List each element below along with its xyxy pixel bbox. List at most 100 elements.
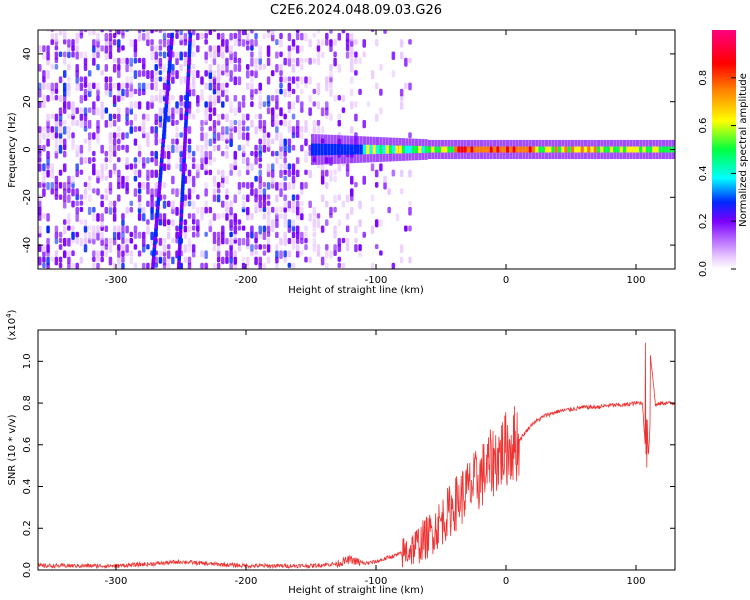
- heatmap-cell: [350, 57, 354, 66]
- heatmap-cell: [241, 30, 246, 36]
- heatmap-cell: [270, 119, 275, 128]
- heatmap-cell: [38, 82, 42, 91]
- heatmap-cell: [283, 213, 287, 221]
- heatmap-cell: [104, 250, 109, 258]
- heatmap-cell: [246, 182, 250, 190]
- carrier-cell: [603, 146, 607, 153]
- heatmap-cell: [337, 237, 342, 247]
- heatmap-cell: [204, 39, 208, 45]
- heatmap-cell: [362, 175, 366, 185]
- heatmap-cell: [316, 82, 321, 90]
- heatmap-cell: [150, 45, 154, 52]
- heatmap-cell: [58, 144, 63, 154]
- carrier-cell: [346, 144, 350, 155]
- heatmap-cell: [316, 39, 321, 46]
- heatmap-cell: [279, 188, 283, 197]
- trace-cell: [162, 126, 167, 132]
- heatmap-cell: [187, 150, 192, 160]
- heatmap-cell: [254, 200, 258, 210]
- heatmap-cell: [62, 126, 67, 135]
- carrier-cell: [551, 146, 555, 153]
- heatmap-cell: [283, 175, 287, 181]
- carrier-cell: [532, 146, 535, 153]
- heatmap-cell: [104, 163, 109, 171]
- heatmap-cell: [408, 169, 412, 178]
- heatmap-cell: [254, 70, 258, 79]
- heatmap-cell: [87, 119, 92, 129]
- heatmap-cell: [162, 244, 167, 253]
- heatmap-cell: [112, 206, 117, 214]
- heatmap-cell: [233, 39, 238, 47]
- heatmap-cell: [345, 45, 350, 52]
- snr-y-multiplier: (x104): [5, 309, 18, 340]
- carrier-cell: [467, 146, 470, 153]
- heatmap-cell: [50, 126, 54, 133]
- heatmap-cell: [254, 144, 258, 151]
- heatmap-cell: [117, 95, 121, 102]
- heatmap-cell: [270, 175, 275, 185]
- heatmap-cell: [154, 76, 158, 85]
- heatmap-cell: [262, 119, 267, 128]
- spectrogram-x-axis-label: Height of straight line (km): [288, 285, 424, 296]
- heatmap-cell: [250, 76, 254, 83]
- heatmap-cell: [229, 206, 233, 216]
- heatmap-cell: [287, 144, 292, 153]
- heatmap-cell: [50, 30, 54, 32]
- heatmap-cell: [67, 132, 71, 140]
- heatmap-cell: [67, 113, 71, 119]
- trace-cell: [179, 216, 183, 222]
- trace-cell: [169, 44, 173, 50]
- y-tick-label: 0.4: [22, 479, 33, 495]
- heatmap-cell: [266, 225, 271, 234]
- heatmap-cell: [175, 126, 179, 132]
- heatmap-cell: [137, 200, 142, 209]
- heatmap-cell: [112, 119, 117, 127]
- heatmap-cell: [212, 144, 217, 152]
- heatmap-cell: [241, 182, 246, 188]
- trace-cell: [158, 181, 162, 187]
- trace-cell: [178, 231, 183, 237]
- trace-cell: [185, 91, 190, 97]
- carrier-cell: [577, 146, 581, 153]
- heatmap-cell: [316, 57, 321, 66]
- heatmap-cell: [279, 138, 283, 148]
- heatmap-cell: [216, 144, 221, 151]
- heatmap-cell: [250, 150, 254, 156]
- heatmap-cell: [96, 188, 100, 196]
- heatmap-cell: [133, 188, 138, 197]
- trace-cell: [182, 145, 187, 151]
- heatmap-cell: [67, 63, 71, 71]
- heatmap-cell: [117, 63, 121, 71]
- heatmap-cell: [204, 113, 208, 123]
- heatmap-cell: [62, 30, 67, 34]
- heatmap-cell: [108, 30, 113, 33]
- heatmap-cell: [270, 107, 275, 116]
- heatmap-cell: [62, 250, 67, 259]
- heatmap-cell: [146, 101, 150, 111]
- heatmap-cell: [291, 200, 296, 209]
- heatmap-cell: [408, 206, 412, 216]
- heatmap-cell: [233, 107, 238, 116]
- heatmap-cell: [54, 45, 59, 51]
- heatmap-cell: [325, 169, 329, 177]
- heatmap-cell: [295, 30, 300, 33]
- heatmap-cell: [337, 194, 342, 201]
- carrier-cell: [421, 146, 425, 153]
- carrier-cell: [665, 146, 669, 153]
- heatmap-cell: [187, 194, 192, 200]
- heatmap-cell: [58, 237, 63, 244]
- heatmap-cell: [83, 30, 88, 33]
- heatmap-cell: [275, 194, 279, 203]
- heatmap-cell: [304, 157, 308, 163]
- trace-cell: [183, 130, 188, 136]
- heatmap-cell: [179, 76, 183, 85]
- heatmap-cell: [75, 163, 79, 171]
- heatmap-cell: [204, 200, 208, 207]
- heatmap-cell: [42, 188, 46, 197]
- heatmap-cell: [92, 188, 96, 194]
- heatmap-cell: [46, 138, 50, 147]
- heatmap-cell: [241, 200, 246, 210]
- heatmap-cell: [62, 200, 67, 209]
